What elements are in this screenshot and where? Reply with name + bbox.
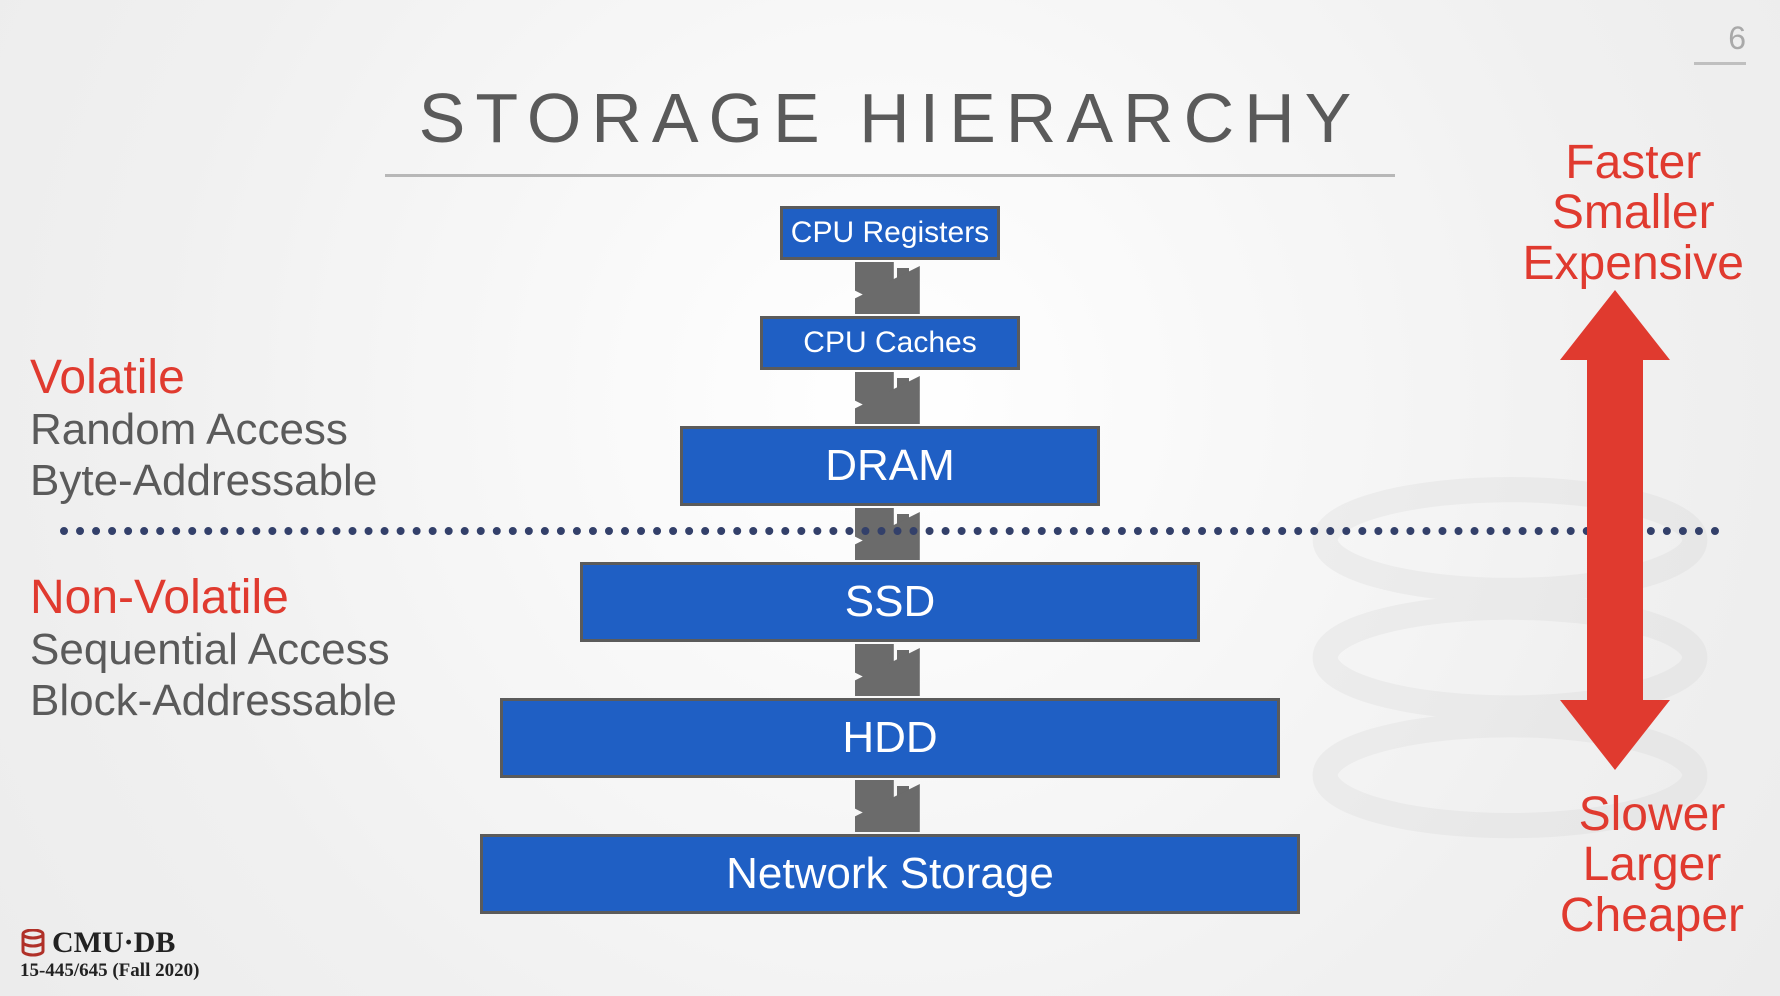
database-icon [20, 929, 46, 957]
speed-size-arrow-icon [1560, 290, 1670, 770]
connector-icon [855, 780, 925, 832]
nonvolatile-line2: Block-Addressable [30, 676, 397, 727]
volatile-divider [60, 527, 1720, 535]
faster-line3: Expensive [1523, 239, 1744, 289]
volatile-annotation: Volatile Random Access Byte-Addressable [30, 350, 377, 506]
footer-logo: CMU·DB [20, 926, 199, 960]
footer-course: 15-445/645 (Fall 2020) [20, 960, 199, 982]
nonvolatile-annotation: Non-Volatile Sequential Access Block-Add… [30, 570, 397, 726]
faster-annotation: Faster Smaller Expensive [1523, 138, 1744, 289]
volatile-line1: Random Access [30, 405, 377, 456]
connector-icon [855, 262, 925, 314]
slower-line3: Cheaper [1560, 891, 1744, 941]
page-number: 6 [1728, 20, 1746, 57]
slower-line2: Larger [1560, 840, 1744, 890]
volatile-title: Volatile [30, 350, 377, 405]
title-underline [385, 174, 1395, 177]
level-cpu-caches: CPU Caches [760, 316, 1020, 370]
footer: CMU·DB 15-445/645 (Fall 2020) [20, 926, 199, 982]
slower-annotation: Slower Larger Cheaper [1560, 790, 1744, 941]
level-ssd: SSD [580, 562, 1200, 642]
level-dram: DRAM [680, 426, 1100, 506]
slide-title: STORAGE HIERARCHY [419, 78, 1362, 158]
faster-line2: Smaller [1523, 188, 1744, 238]
connector-icon [855, 644, 925, 696]
storage-hierarchy: CPU Registers CPU Caches DRAM SSD [480, 206, 1300, 914]
level-hdd: HDD [500, 698, 1280, 778]
level-network-storage: Network Storage [480, 834, 1300, 914]
connector-icon [855, 372, 925, 424]
page-number-underline [1694, 62, 1746, 65]
faster-line1: Faster [1523, 138, 1744, 188]
level-cpu-registers: CPU Registers [780, 206, 1000, 260]
footer-logo-text: CMU·DB [52, 926, 175, 960]
nonvolatile-line1: Sequential Access [30, 625, 397, 676]
volatile-line2: Byte-Addressable [30, 456, 377, 507]
slower-line1: Slower [1560, 790, 1744, 840]
nonvolatile-title: Non-Volatile [30, 570, 397, 625]
